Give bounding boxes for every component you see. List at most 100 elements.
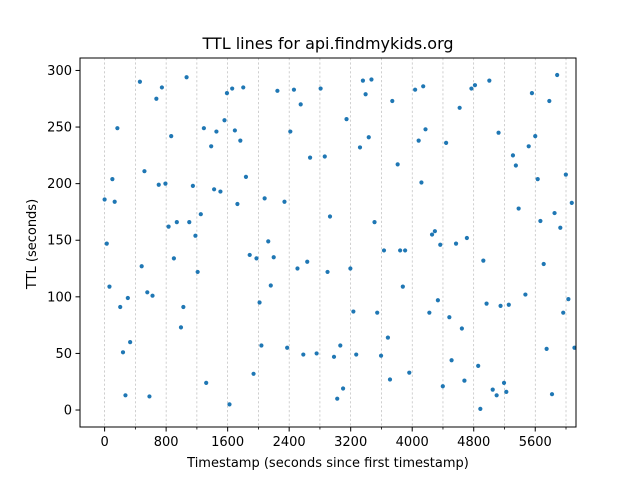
data-point (288, 129, 293, 134)
data-point (438, 242, 443, 247)
data-point (538, 218, 543, 224)
data-point (487, 78, 492, 83)
data-point (529, 90, 535, 96)
data-point (198, 212, 203, 217)
data-point (145, 290, 150, 295)
y-axis-label: TTL (seconds) (25, 199, 40, 290)
data-point (137, 79, 143, 84)
data-point (298, 102, 303, 107)
x-tick-label: 2400 (273, 435, 306, 450)
data-point (118, 304, 123, 310)
data-point (435, 298, 440, 303)
data-point (125, 295, 130, 301)
data-point (271, 255, 276, 260)
data-point (427, 310, 432, 315)
data-point (395, 162, 400, 167)
data-point (235, 201, 240, 207)
data-point (327, 214, 333, 219)
data-point (516, 206, 521, 211)
data-point (209, 144, 214, 149)
data-point (301, 352, 306, 357)
data-point (259, 343, 264, 348)
data-point (262, 196, 267, 201)
data-point (268, 283, 273, 288)
data-point (366, 135, 371, 140)
data-point (147, 394, 152, 399)
data-point (547, 98, 552, 104)
data-point (459, 326, 464, 331)
y-tick-label: 150 (47, 234, 72, 249)
data-point (190, 183, 195, 189)
data-point (104, 241, 109, 246)
data-point (494, 393, 499, 398)
data-point (184, 75, 189, 80)
data-point (156, 182, 161, 187)
data-point (340, 386, 346, 391)
data-points (102, 72, 577, 411)
chart-title: TTL lines for api.findmykids.org (201, 34, 453, 53)
data-point (444, 140, 449, 145)
data-point (295, 266, 300, 271)
data-point (561, 310, 566, 315)
x-tick-label: 0 (100, 435, 108, 450)
data-point (523, 292, 528, 297)
data-point (238, 138, 243, 143)
y-tick-label: 0 (64, 404, 72, 419)
data-point (513, 163, 518, 168)
data-point (344, 117, 349, 122)
data-point (400, 284, 405, 289)
data-point (449, 358, 454, 363)
data-point (212, 187, 217, 192)
data-point (544, 346, 549, 351)
data-point (533, 134, 538, 139)
data-point (174, 220, 179, 225)
y-tick-label: 200 (47, 177, 72, 192)
data-point (457, 105, 462, 110)
data-point (552, 210, 557, 216)
data-point (387, 377, 393, 382)
x-tick-label: 4000 (396, 435, 429, 450)
data-point (115, 126, 120, 131)
data-point (163, 181, 168, 186)
data-point (398, 248, 403, 253)
data-point (506, 302, 511, 307)
data-point (504, 389, 509, 395)
data-point (490, 387, 495, 392)
data-point (375, 310, 380, 315)
data-point (142, 169, 147, 174)
data-point (112, 199, 117, 204)
data-point (251, 371, 256, 376)
data-point (348, 266, 353, 271)
data-point (569, 200, 574, 205)
y-tick-label: 100 (47, 290, 72, 305)
data-point (178, 325, 184, 330)
x-tick-label: 1600 (211, 435, 244, 450)
data-point (462, 378, 467, 383)
data-point (484, 301, 489, 306)
data-point (166, 224, 171, 229)
data-point (447, 315, 452, 320)
x-tick-label: 5600 (519, 435, 552, 450)
x-axis-label: Timestamp (seconds since first timestamp… (186, 456, 469, 471)
data-point (416, 138, 421, 143)
data-point (232, 128, 237, 133)
data-point (476, 363, 481, 368)
data-point (181, 304, 186, 310)
data-point (381, 248, 387, 253)
data-point (429, 232, 435, 237)
data-point (247, 252, 252, 258)
data-point (169, 134, 174, 139)
data-point (555, 72, 560, 78)
data-point (150, 293, 155, 298)
data-point (325, 269, 330, 275)
data-point (558, 225, 563, 230)
data-point (266, 239, 271, 244)
data-point (204, 380, 209, 385)
data-point (282, 199, 287, 204)
data-point (363, 92, 368, 97)
data-point (154, 96, 159, 101)
data-point (257, 300, 262, 305)
data-point (318, 86, 323, 91)
data-point (187, 220, 192, 225)
